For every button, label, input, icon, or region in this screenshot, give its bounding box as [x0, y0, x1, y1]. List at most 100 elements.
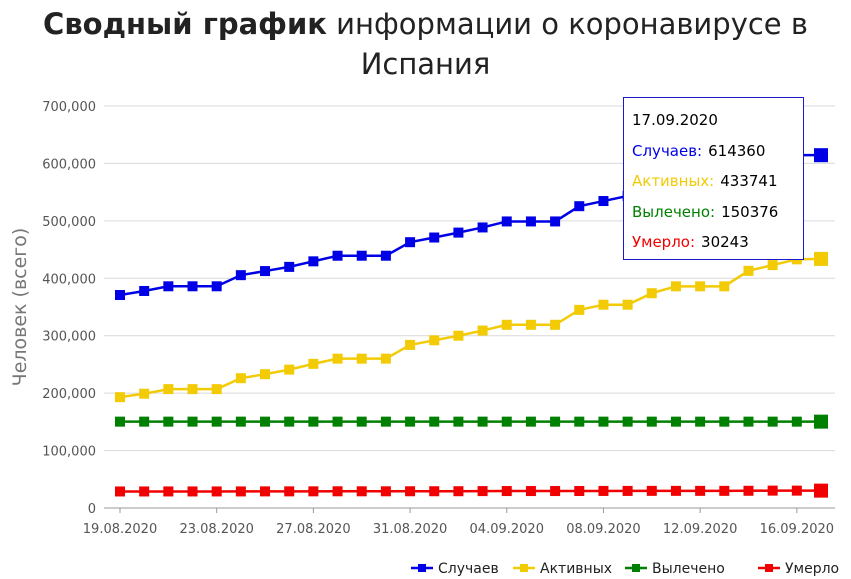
data-point: [550, 216, 561, 227]
tooltip-value: 150376: [721, 202, 779, 221]
data-point: [211, 416, 222, 427]
tooltip-date: 17.09.2020: [632, 111, 718, 129]
data-point: [767, 485, 778, 496]
data-point: [622, 416, 633, 427]
data-point: [139, 486, 150, 497]
y-tick-label: 600,000: [42, 157, 96, 172]
data-point: [380, 353, 391, 364]
data-point: [646, 288, 657, 299]
y-tick-label: 400,000: [42, 272, 96, 287]
data-point: [115, 416, 125, 427]
data-point: [453, 227, 464, 238]
legend-marker: [632, 564, 640, 572]
y-tick-label: 700,000: [42, 100, 96, 115]
data-point: [405, 416, 416, 427]
data-point: [550, 319, 561, 330]
series-line: [119, 489, 821, 493]
data-point: [767, 416, 778, 427]
data-point: [380, 416, 391, 427]
data-point: [163, 416, 174, 427]
y-tick-label: 200,000: [42, 387, 96, 402]
chart-title-rest: информации о коронавирусе в Испания: [326, 7, 808, 81]
tooltip-label: Случаев:: [632, 141, 703, 160]
series-line: [119, 257, 822, 399]
tooltip-label: Умерло:: [632, 233, 696, 251]
data-point: [163, 486, 174, 497]
data-point: [670, 281, 681, 292]
data-point: [356, 486, 367, 497]
data-point: [115, 392, 125, 403]
data-point: [525, 416, 536, 427]
data-point: [743, 265, 754, 276]
data-point: [501, 216, 512, 227]
data-point: [695, 281, 706, 292]
data-point: [719, 485, 730, 496]
data-point: [791, 485, 802, 496]
data-point: [405, 486, 416, 497]
data-point: [525, 216, 536, 227]
data-point: [743, 485, 754, 496]
data-point: [308, 358, 319, 369]
data-point: [405, 237, 416, 248]
data-point: [187, 486, 198, 497]
tooltip-value: 30243: [701, 233, 749, 251]
x-tick-label: 27.08.2020: [276, 522, 350, 537]
data-point: [814, 483, 828, 498]
data-point: [453, 416, 464, 427]
data-point: [598, 416, 609, 427]
data-point: [284, 261, 295, 272]
y-tick-label: 500,000: [42, 215, 96, 230]
data-point: [670, 485, 681, 496]
data-point: [429, 232, 440, 243]
data-point: [574, 201, 585, 212]
data-point: [695, 416, 706, 427]
data-point: [646, 485, 657, 496]
data-point: [284, 486, 295, 497]
data-point: [284, 416, 295, 427]
legend-label: Вылечено: [652, 561, 725, 577]
legend-marker: [765, 564, 773, 572]
data-point: [260, 486, 271, 497]
chart-title-bold: Сводный график: [43, 7, 327, 41]
data-point: [501, 486, 512, 497]
data-point: [356, 416, 367, 427]
tooltip-value: 433741: [720, 172, 778, 190]
data-point: [308, 416, 319, 427]
y-tick-label: 300,000: [42, 330, 96, 345]
data-tooltip: 17.09.2020 Случаев: 614360 Активных: 43374…: [623, 97, 804, 260]
tooltip-row-recovered: Вылечено: 150376: [632, 202, 803, 233]
legend-label: Умерло: [785, 561, 839, 577]
data-point: [356, 353, 367, 364]
data-point: [332, 353, 343, 364]
data-point: [211, 384, 222, 395]
x-tick-label: 08.09.2020: [566, 522, 640, 537]
data-point: [574, 486, 585, 497]
data-point: [574, 416, 585, 427]
data-point: [525, 486, 536, 497]
data-point: [163, 281, 174, 292]
y-axis-label: Человек (всего): [9, 228, 31, 387]
data-point: [429, 335, 440, 346]
data-point: [332, 250, 343, 261]
data-point: [187, 416, 198, 427]
data-point: [550, 416, 561, 427]
data-point: [187, 281, 198, 292]
data-point: [598, 196, 609, 207]
data-point: [477, 325, 488, 336]
tooltip-label: Вылечено:: [632, 202, 716, 221]
data-point: [139, 388, 150, 399]
data-point: [429, 486, 440, 497]
x-tick-label: 16.09.2020: [760, 522, 834, 537]
data-point: [525, 319, 536, 330]
data-point: [453, 330, 464, 341]
data-point: [211, 486, 222, 497]
tooltip-value: 614360: [708, 141, 766, 160]
data-point: [187, 384, 198, 395]
data-point: [260, 416, 271, 427]
legend-label: Случаев: [438, 561, 499, 577]
tooltip-row-deaths: Умерло: 30243: [632, 232, 803, 263]
data-point: [284, 364, 295, 375]
legend-marker: [520, 564, 528, 572]
data-point: [501, 319, 512, 330]
